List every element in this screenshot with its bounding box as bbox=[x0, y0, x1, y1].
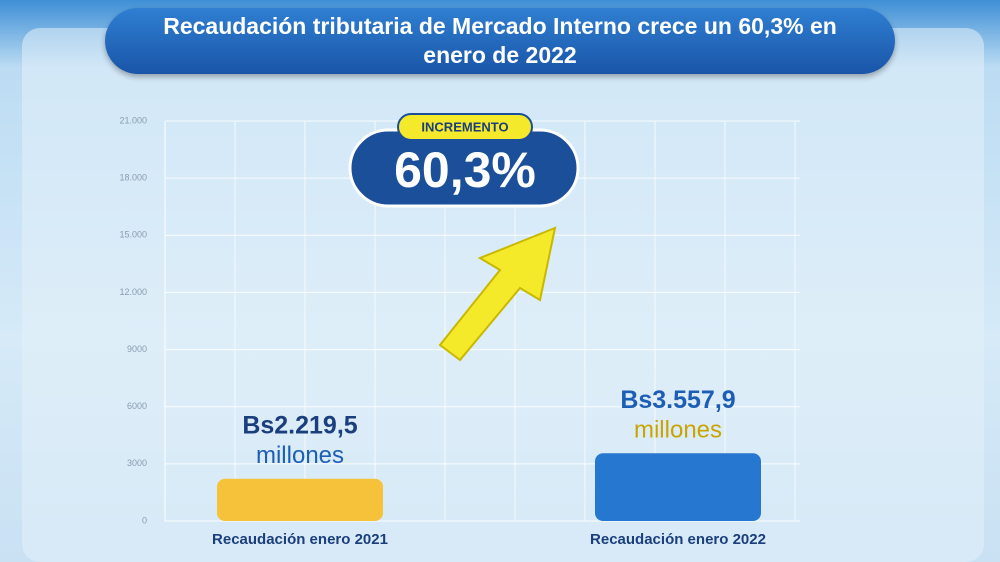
y-tick-label: 21.000 bbox=[119, 115, 147, 125]
x-tick-label: Recaudación enero 2021 bbox=[212, 531, 388, 548]
badge-title: INCREMENTO bbox=[421, 119, 508, 134]
y-tick-label: 15.000 bbox=[119, 230, 147, 240]
value-label: Bs2.219,5 bbox=[242, 411, 357, 439]
y-tick-label: 9000 bbox=[127, 344, 147, 354]
bar bbox=[595, 453, 761, 521]
y-tick-label: 18.000 bbox=[119, 173, 147, 183]
bar bbox=[217, 478, 383, 521]
x-tick-label: Recaudación enero 2022 bbox=[590, 531, 766, 548]
chart-title: Recaudación tributaria de Mercado Intern… bbox=[105, 8, 895, 74]
y-tick-label: 3000 bbox=[127, 458, 147, 468]
value-unit: millones bbox=[256, 442, 344, 469]
y-tick-label: 0 bbox=[142, 515, 147, 525]
y-tick-label: 12.000 bbox=[119, 287, 147, 297]
arrow bbox=[438, 226, 557, 362]
badge: INCREMENTO 60,3% bbox=[348, 113, 580, 208]
badge-tag bbox=[397, 113, 533, 141]
value-unit: millones bbox=[634, 417, 722, 444]
value-label: Bs3.557,9 bbox=[620, 386, 735, 414]
badge-value: 60,3% bbox=[394, 142, 536, 198]
y-tick-label: 6000 bbox=[127, 401, 147, 411]
